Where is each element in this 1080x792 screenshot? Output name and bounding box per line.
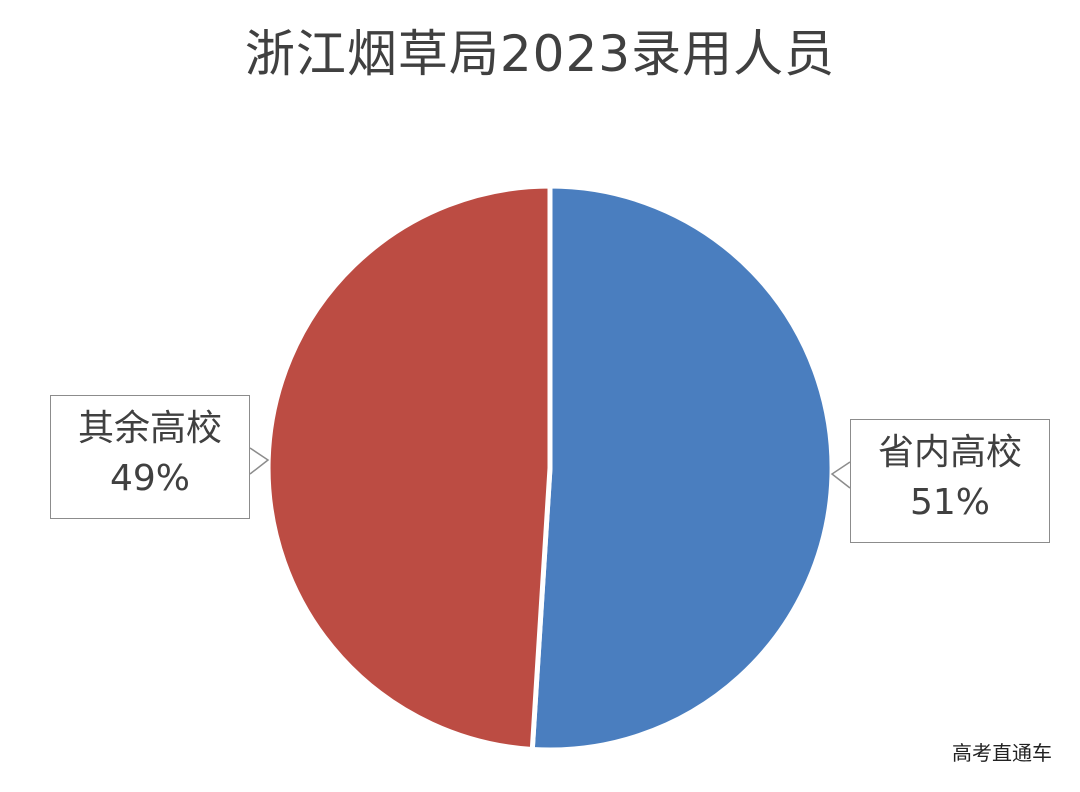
slice-label-provincial: 省内高校: [877, 432, 1022, 473]
chart-title: 浙江烟草局2023录用人员: [244, 25, 836, 83]
data-label-provincial: 省内高校 51%: [850, 419, 1050, 543]
pie-slice-others: [265, 183, 553, 752]
data-label-others: 其余高校 49%: [50, 395, 250, 519]
slice-value-provincial: 51%: [909, 482, 990, 523]
callout-pointer-right: [830, 461, 851, 489]
watermark: 高考直通车: [952, 741, 1052, 765]
slice-label-others: 其余高校: [77, 408, 222, 449]
pie-slice-provincial: [529, 183, 835, 753]
callout-pointer-left: [249, 447, 270, 475]
slice-value-others: 49%: [109, 458, 190, 499]
